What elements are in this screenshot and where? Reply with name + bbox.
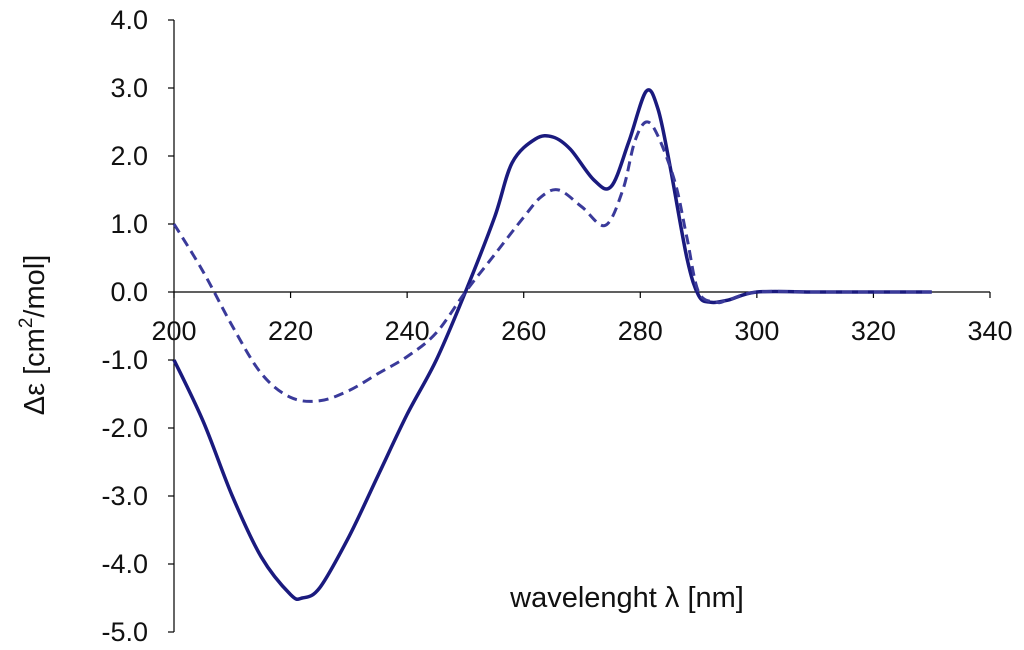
x-axis-title: wavelenght λ [nm] xyxy=(509,582,744,614)
y-tick-label: 2.0 xyxy=(110,141,148,171)
y-tick-label: -5.0 xyxy=(101,617,148,647)
axis-ticks: 4.0 3.0 2.0 1.0 0.0 -1.0 -2.0 -3.0 -4.0 -5.0 200 22… xyxy=(101,5,1012,647)
x-tick-label: 300 xyxy=(734,316,779,346)
y-tick-label: -3.0 xyxy=(101,481,148,511)
x-tick-label: 340 xyxy=(967,316,1012,346)
y-axis-title: Δε [cm2/mol] xyxy=(16,255,51,416)
dashed-series-line xyxy=(172,120,932,403)
y-tick-label: 0.0 xyxy=(110,277,148,307)
y-axis-title-main: Δε [cm xyxy=(19,328,51,415)
y-tick-label: -2.0 xyxy=(101,413,148,443)
x-tick-label: 220 xyxy=(268,316,313,346)
y-tick-label: 3.0 xyxy=(110,73,148,103)
x-tick-label: 320 xyxy=(851,316,896,346)
y-tick-label: -4.0 xyxy=(101,549,148,579)
x-tick-label: 260 xyxy=(501,316,546,346)
y-tick-label: 4.0 xyxy=(110,5,148,35)
x-tick-label: 200 xyxy=(151,316,196,346)
y-tick-label: 1.0 xyxy=(110,209,148,239)
x-tick-label: 280 xyxy=(618,316,663,346)
series-group xyxy=(172,88,932,602)
y-axis-title-unit: /mol] xyxy=(19,255,51,318)
x-tick-label: 240 xyxy=(385,316,430,346)
y-axis-title-sup: 2 xyxy=(16,318,37,329)
y-tick-label: -1.0 xyxy=(101,345,148,375)
